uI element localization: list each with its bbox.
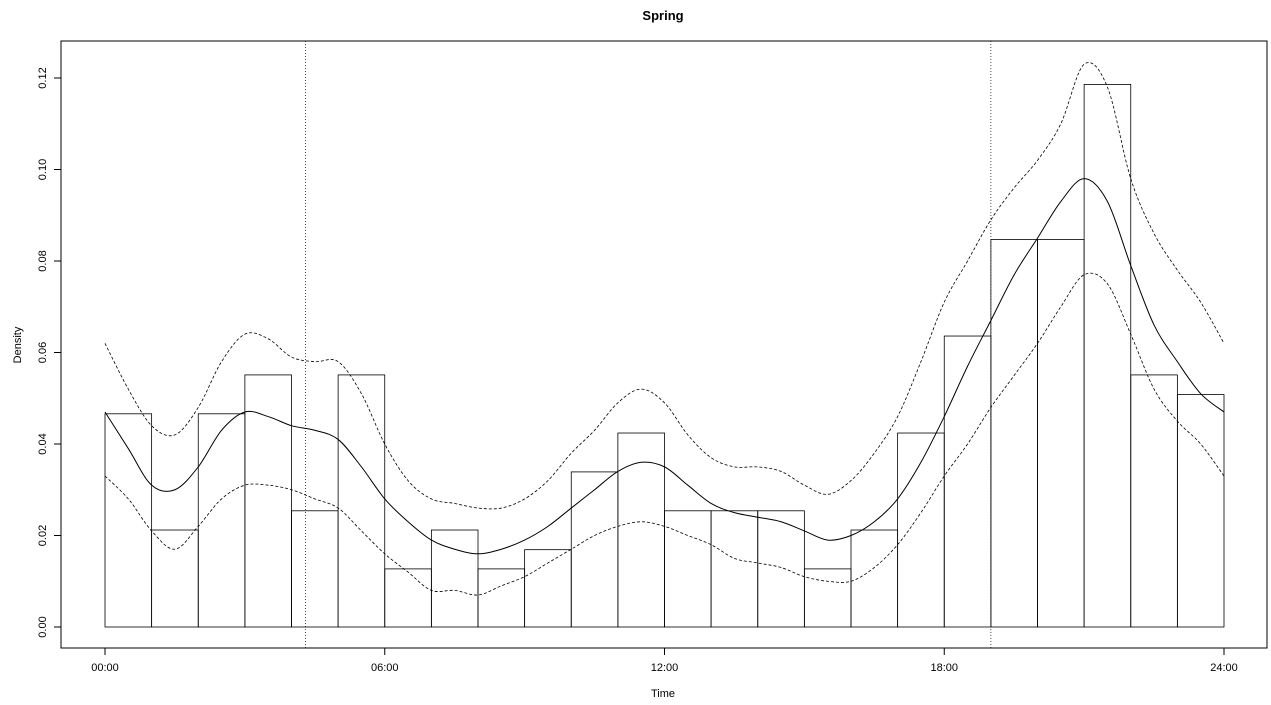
histogram-bar: [1037, 239, 1085, 628]
y-tick-label: 0.10: [37, 159, 49, 180]
histogram-bar: [990, 239, 1038, 628]
y-tick-label: 0.06: [37, 342, 49, 363]
x-axis-label: Time: [651, 688, 675, 700]
y-tick-label: 0.02: [37, 525, 49, 546]
y-axis: 0.00 0.02 0.04 0.06 0.08 0.10 0.12: [37, 67, 62, 638]
histogram-bar: [151, 529, 199, 628]
y-tick-label: 0.04: [37, 433, 49, 454]
histogram-bar: [197, 413, 246, 628]
histogram-bar: [1130, 374, 1178, 628]
histogram-bar: [104, 413, 153, 628]
confidence-band-line: [104, 62, 1225, 510]
histogram-bar: [570, 471, 619, 628]
histogram-bar: [1083, 84, 1132, 628]
plot-frame: [60, 40, 1268, 649]
x-tick-label: 00:00: [91, 662, 119, 674]
histogram-bar: [384, 568, 432, 628]
histogram-bar: [291, 510, 339, 628]
vertical-markers: [305, 41, 992, 648]
density-curves: [104, 62, 1225, 596]
histogram-bar: [710, 510, 759, 628]
histogram-bar: [943, 335, 992, 628]
x-tick-label: 06:00: [371, 662, 399, 674]
histogram-bar: [1176, 394, 1225, 628]
x-tick-label: 18:00: [930, 662, 958, 674]
y-axis-label: Density: [12, 326, 24, 363]
histogram-bar: [664, 510, 712, 628]
histogram-bar: [430, 529, 479, 628]
histogram: [104, 84, 1225, 628]
x-tick-label: 24:00: [1210, 662, 1238, 674]
histogram-bar: [244, 374, 292, 628]
x-axis: 00:00 06:00 12:00 18:00 24:00: [91, 647, 1238, 674]
y-tick-label: 0.12: [37, 67, 49, 88]
x-tick-label: 12:00: [651, 662, 679, 674]
density-curve-line: [104, 178, 1225, 555]
confidence-band-line: [104, 272, 1225, 596]
histogram-bar: [477, 568, 526, 628]
histogram-bar: [803, 568, 852, 628]
y-tick-label: 0.08: [37, 250, 49, 271]
histogram-bar: [524, 549, 572, 628]
chart-title: Spring: [642, 8, 683, 23]
y-tick-label: 0.00: [37, 616, 49, 637]
histogram-bar: [337, 374, 386, 628]
